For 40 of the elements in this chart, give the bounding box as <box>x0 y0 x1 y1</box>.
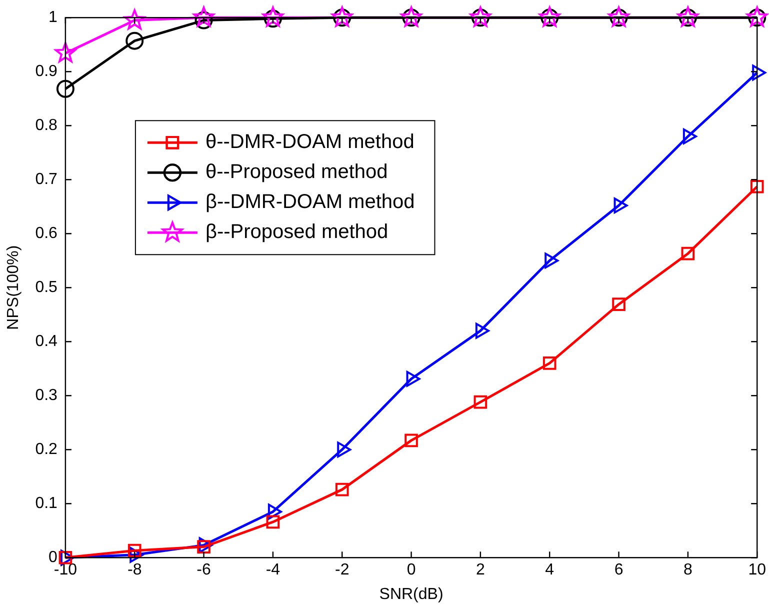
legend-label: β--Proposed method <box>205 221 388 244</box>
y-tick-label: 0.6 <box>35 225 58 242</box>
point <box>56 80 74 98</box>
y-tick-label: 0.4 <box>35 333 58 350</box>
x-tick-label: -6 <box>196 562 211 579</box>
y-axis-title: NPS(100%) <box>5 245 22 330</box>
y-tick-label: 0.7 <box>35 171 58 188</box>
x-tick-label: 6 <box>614 562 624 579</box>
point <box>404 434 418 448</box>
x-tick-label: 4 <box>545 562 554 579</box>
point <box>612 298 626 311</box>
point <box>124 9 146 30</box>
x-tick-label: -2 <box>334 562 350 579</box>
point <box>681 246 695 260</box>
x-tick-label: 8 <box>683 562 692 579</box>
y-tick-label: 0.5 <box>35 279 58 296</box>
y-tick-label: 0.1 <box>35 495 58 512</box>
x-tick-label: -8 <box>127 562 142 579</box>
legend-label: β--DMR-DOAM method <box>205 191 415 214</box>
y-tick-label: 0.8 <box>35 117 58 134</box>
y-tick-label: 0.3 <box>35 387 58 404</box>
x-axis-title: SNR(dB) <box>379 586 444 603</box>
point <box>542 356 556 370</box>
point <box>193 6 214 27</box>
legend-label: θ--Proposed method <box>205 161 388 184</box>
x-tick-label: 10 <box>748 562 766 579</box>
x-tick-label: 0 <box>406 562 416 579</box>
point <box>335 482 349 496</box>
point <box>266 515 280 529</box>
point <box>126 32 144 50</box>
y-tick-label: 0.9 <box>35 63 58 80</box>
point <box>128 544 142 558</box>
legend-label: θ--DMR-DOAM method <box>205 131 414 154</box>
point <box>750 180 764 194</box>
x-tick-label: -4 <box>266 562 280 579</box>
x-tick-label: 2 <box>476 562 485 579</box>
point <box>474 395 488 409</box>
y-tick-label: 0.2 <box>35 441 58 458</box>
y-tick-label: 1 <box>48 9 58 26</box>
point <box>54 42 76 62</box>
